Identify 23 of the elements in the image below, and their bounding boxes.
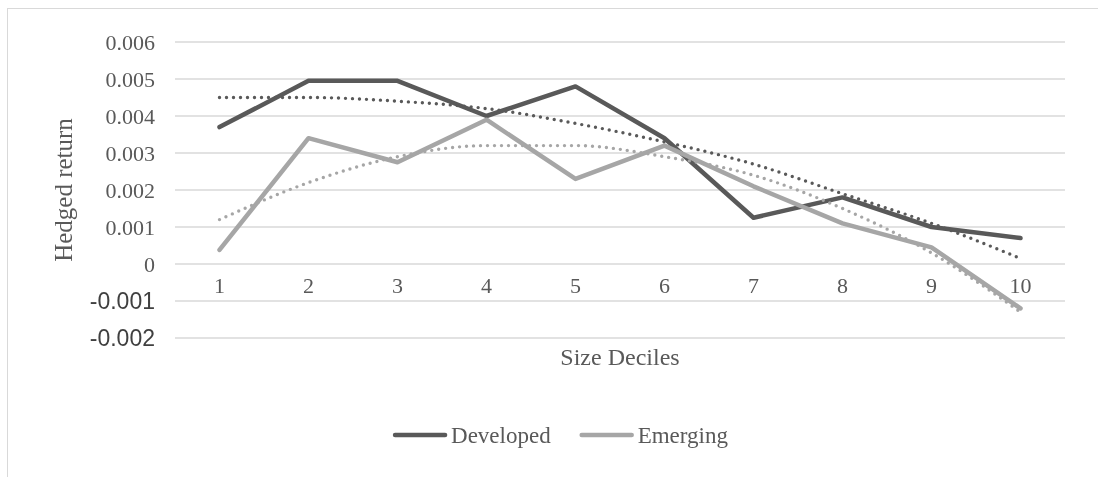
x-tick-label: 9 — [926, 272, 937, 298]
x-tick-label: 10 — [1009, 272, 1032, 298]
y-tick-label: 0.003 — [105, 140, 155, 166]
x-tick-label: 7 — [748, 272, 759, 298]
x-tick-label: 5 — [570, 272, 581, 298]
x-tick-label: 6 — [659, 272, 670, 298]
y-tick-label: 0.002 — [105, 177, 155, 203]
legend-label: Emerging — [637, 422, 729, 448]
x-tick-label: 3 — [392, 272, 403, 298]
y-tick-label: 0.005 — [105, 66, 155, 92]
x-tick-label: 1 — [214, 272, 225, 298]
y-tick-label: 0.004 — [105, 103, 155, 129]
x-tick-label: 8 — [837, 272, 848, 298]
y-tick-label: -0.001 — [89, 288, 155, 314]
y-tick-label: 0.001 — [105, 214, 155, 240]
x-axis-title: Size Deciles — [560, 344, 680, 370]
x-tick-label: 4 — [481, 272, 492, 298]
y-tick-label: 0 — [144, 251, 155, 277]
y-tick-label: -0.002 — [89, 325, 155, 351]
y-tick-label: 0.006 — [105, 29, 155, 55]
x-tick-label: 2 — [303, 272, 314, 298]
y-axis-title: Hedged return — [49, 117, 77, 262]
legend-label: Developed — [451, 422, 552, 448]
